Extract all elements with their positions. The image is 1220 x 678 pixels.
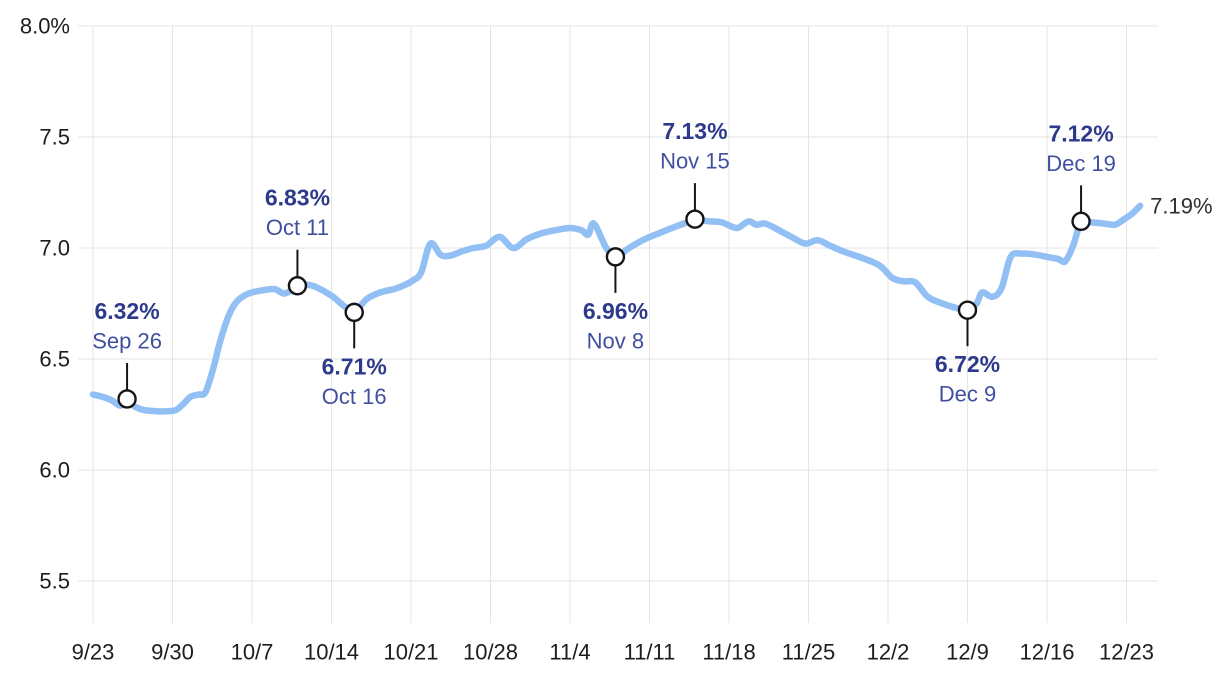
annotation-marker: [287, 276, 308, 296]
annotation-rate-label: 6.32%: [94, 298, 159, 324]
x-axis-tick-label: 11/4: [549, 640, 590, 665]
x-axis-tick-label: 12/23: [1099, 640, 1154, 665]
x-axis-tick-label: 9/23: [72, 640, 115, 665]
x-axis-tick-label: 10/7: [231, 640, 274, 665]
annotation-date-label: Oct 16: [322, 384, 387, 409]
annotation-marker: [117, 389, 137, 409]
x-axis-tick-label: 10/21: [383, 640, 438, 665]
x-axis-tick-label: 12/16: [1019, 640, 1074, 665]
annotation-date-label: Nov 15: [660, 149, 730, 174]
annotation-marker: [685, 209, 705, 229]
annotation-rate-label: 6.72%: [935, 351, 1000, 377]
annotation-rate-label: 6.83%: [265, 185, 330, 211]
x-axis-tick-label: 12/2: [867, 640, 910, 665]
y-axis-tick-label: 5.5: [39, 569, 70, 594]
annotation-marker: [344, 302, 364, 323]
x-axis-tick-label: 10/14: [304, 640, 359, 665]
annotation-date-label: Dec 19: [1046, 151, 1116, 176]
y-axis-tick-label: 6.0: [39, 458, 70, 483]
annotation-date-label: Sep 26: [92, 328, 162, 353]
annotation-date-label: Nov 8: [587, 328, 644, 353]
y-axis-tick-label: 7.5: [39, 125, 70, 150]
annotation-date-label: Oct 11: [266, 215, 329, 240]
annotation-rate-label: 6.96%: [583, 298, 648, 324]
x-axis-tick-label: 11/18: [702, 640, 755, 665]
annotation-marker: [605, 247, 626, 267]
x-axis-tick-label: 11/25: [782, 640, 835, 665]
rate-line: [89, 202, 1144, 415]
annotation-marker: [957, 300, 978, 320]
y-axis-tick-label: 6.5: [39, 347, 70, 372]
annotation-rate-label: 7.13%: [662, 118, 727, 144]
annotation-date-label: Dec 9: [939, 382, 996, 407]
annotation-marker: [1071, 211, 1091, 232]
x-axis-tick-label: 9/30: [151, 640, 194, 665]
x-axis-tick-label: 10/28: [463, 640, 518, 665]
annotation-rate-label: 7.12%: [1048, 120, 1113, 146]
x-axis-tick-label: 12/9: [946, 640, 989, 665]
x-axis-tick-label: 11/11: [624, 640, 676, 665]
annotation-rate-label: 6.71%: [322, 353, 387, 379]
y-axis-tick-label: 7.0: [39, 236, 70, 261]
y-axis-tick-label: 8.0%: [20, 14, 70, 39]
current-rate-label: 7.19%: [1150, 193, 1212, 218]
